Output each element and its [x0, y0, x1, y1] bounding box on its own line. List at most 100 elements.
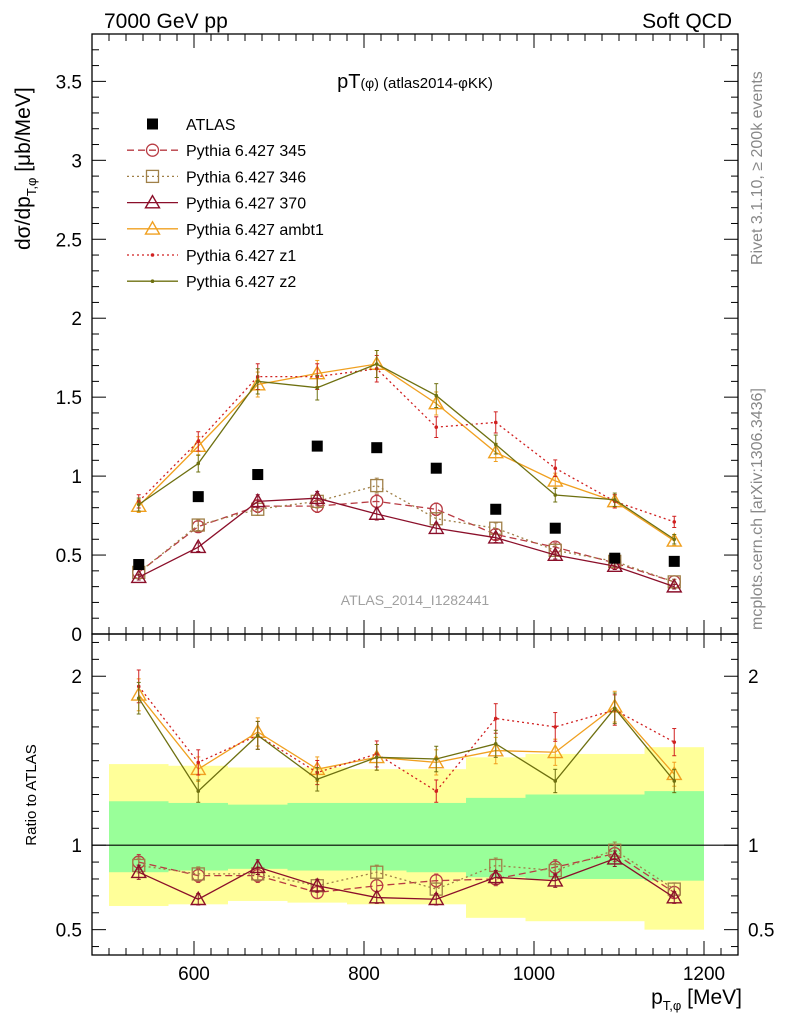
- data-point-main: [196, 461, 201, 466]
- series-line-main: [138, 484, 675, 583]
- ratio-tick-label-right: 1: [748, 836, 759, 857]
- data-point-ratio: [547, 872, 564, 887]
- legend-marker: [144, 220, 161, 235]
- process-label: Soft QCD: [642, 10, 732, 33]
- data-point-ratio: [493, 716, 498, 721]
- data-point-main: [255, 379, 260, 384]
- atlas-data-point: [252, 469, 264, 481]
- data-point-ratio: [428, 890, 445, 906]
- data-point-main: [249, 492, 266, 508]
- ratio-tick-label-left: 2: [71, 667, 82, 688]
- y-tick-label: 0: [71, 625, 82, 646]
- x-tick-label: 1200: [683, 964, 725, 985]
- data-point-ratio: [249, 858, 266, 874]
- x-tick-label: 800: [348, 964, 380, 985]
- series-line-main: [138, 363, 675, 540]
- data-point-main: [487, 529, 504, 544]
- atlas-data-point: [371, 442, 383, 454]
- series-line-main: [138, 368, 675, 523]
- data-point-main: [191, 518, 205, 532]
- ratio-tick-label-left: 1: [71, 836, 82, 857]
- axis-ticks: 600 800 1000 1200 0 0.5 1 1.5 2 2.5 3 3.5 0.5 0.5 1 1 2 2: [56, 33, 774, 985]
- legend-label: Pythia 6.427 370: [186, 196, 306, 213]
- data-point-main: [428, 519, 445, 535]
- data-point-main: [196, 439, 201, 444]
- data-point-ratio: [487, 868, 504, 884]
- green-band-bin: [287, 802, 347, 871]
- legend-marker: [150, 279, 155, 284]
- atlas-data-point: [549, 522, 561, 534]
- mcplots-label: mcplots.cern.ch [arXiv:1306.3436]: [749, 388, 766, 630]
- plot-title: pT(φ) (atlas2014-φKK): [337, 71, 493, 93]
- y-tick-label: 1.5: [56, 388, 82, 409]
- data-point-main: [136, 502, 141, 507]
- data-point-main: [493, 442, 498, 447]
- data-point-main: [547, 546, 564, 562]
- data-point-main: [368, 505, 385, 520]
- atlas-data-point: [133, 559, 145, 571]
- ratio-axis-title: Ratio to ATLAS: [23, 744, 40, 845]
- ratio-plot-series: [130, 669, 683, 906]
- data-point-ratio: [547, 743, 564, 759]
- data-point-ratio: [196, 760, 201, 765]
- legend-label: Pythia 6.427 345: [186, 143, 306, 160]
- data-point-ratio: [672, 779, 677, 783]
- data-point-ratio: [370, 865, 384, 879]
- data-point-main: [428, 395, 445, 410]
- ratio-uncertainty-bands: [92, 747, 738, 930]
- legend-marker: [145, 143, 160, 157]
- data-point-main: [606, 557, 623, 573]
- data-point-main: [666, 578, 683, 593]
- green-band-bin: [406, 802, 466, 873]
- data-point-main: [553, 466, 558, 471]
- data-point-ratio: [374, 755, 379, 760]
- green-band-bin: [644, 791, 704, 881]
- series-line-ratio: [138, 697, 675, 793]
- atlas-data-point: [609, 552, 621, 564]
- y-tick-label: 3.5: [56, 72, 82, 93]
- legend-label: Pythia 6.427 346: [186, 169, 306, 186]
- atlas-data-point: [192, 491, 204, 503]
- series-line-ratio: [138, 694, 675, 775]
- data-point-main: [493, 420, 498, 425]
- data-point-main: [487, 444, 504, 459]
- data-point-ratio: [315, 777, 320, 782]
- data-point-ratio: [606, 850, 623, 865]
- data-point-ratio: [368, 889, 385, 904]
- data-point-main: [190, 538, 207, 554]
- green-band-bin: [347, 802, 407, 871]
- data-point-main: [547, 472, 564, 487]
- data-point-ratio: [255, 733, 260, 738]
- y-tick-label: 3: [71, 151, 82, 172]
- ratio-tick-label-left: 0.5: [56, 921, 82, 942]
- data-point-ratio: [434, 757, 439, 761]
- green-band-bin: [168, 802, 228, 871]
- data-point-ratio: [553, 725, 558, 729]
- series-line-main: [138, 363, 675, 542]
- y-tick-label: 2.5: [56, 230, 82, 251]
- data-point-ratio: [672, 740, 677, 744]
- x-axis-title: pT,φ [MeV]: [651, 986, 742, 1013]
- data-point-ratio: [553, 779, 558, 783]
- data-point-ratio: [191, 867, 205, 881]
- y-tick-label: 2: [71, 309, 82, 330]
- atlas-data-point: [311, 440, 323, 452]
- y-axis-title: dσ/dpT,φ [μb/MeV]: [12, 87, 39, 250]
- data-point-main: [666, 532, 683, 547]
- x-tick-label: 1000: [513, 964, 555, 985]
- legend-marker: [144, 194, 161, 209]
- data-point-ratio: [666, 889, 683, 904]
- data-point-ratio: [196, 789, 201, 793]
- legend: ATLAS Pythia 6.427 345 Pythia 6.427 346 Pyt…: [127, 117, 324, 291]
- data-point-main: [374, 362, 379, 366]
- data-point-ratio: [493, 742, 498, 746]
- legend-atlas-marker: [147, 118, 158, 130]
- atlas-data-point: [430, 462, 442, 474]
- atlas-data-point: [490, 503, 502, 515]
- series-line-ratio: [138, 857, 675, 900]
- data-point-main: [315, 385, 320, 390]
- ratio-tick-label-right: 2: [748, 667, 759, 688]
- legend-label: Pythia 6.427 ambt1: [186, 222, 324, 239]
- data-point-main: [130, 568, 147, 584]
